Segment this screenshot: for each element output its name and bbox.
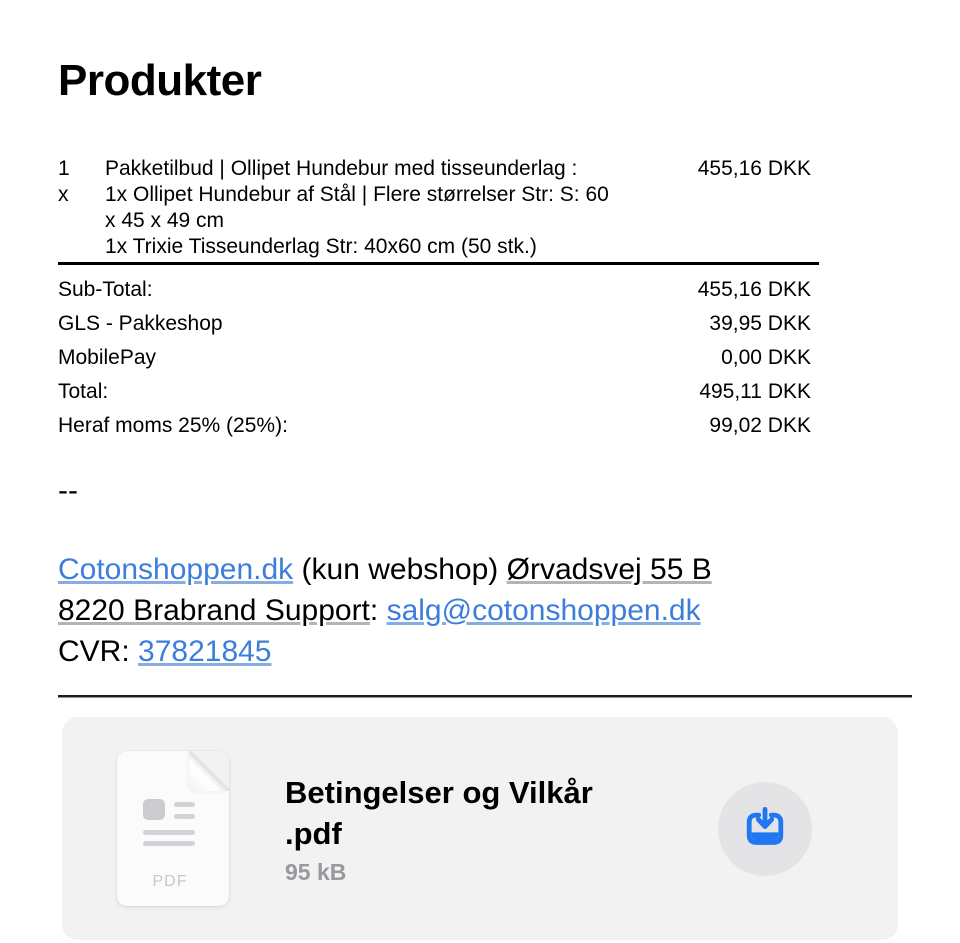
attachment-title: Betingelser og Vilkår .pdf <box>285 772 593 854</box>
attachment-title-line: .pdf <box>285 815 342 851</box>
email-link[interactable]: salg@cotonshoppen.dk <box>386 594 701 627</box>
attachment-title-line: Betingelser og Vilkår <box>285 774 593 810</box>
quantity-value: 1 <box>58 157 70 180</box>
pdf-type-label: PDF <box>152 873 188 890</box>
payment-method-row: MobilePay 0,00 DKK <box>58 341 819 375</box>
total-amount: 495,11 DKK <box>699 380 811 403</box>
description-line: x 45 x 49 cm <box>105 209 225 232</box>
pdf-text-line <box>143 841 195 846</box>
vat-amount: 99,02 DKK <box>709 414 811 437</box>
products-table: 1 x Pakketilbud | Ollipet Hundebur med t… <box>58 156 819 265</box>
attachment-size: 95 kB <box>285 858 347 885</box>
subtotal-amount: 455,16 DKK <box>697 278 811 301</box>
address-link[interactable]: 8220 Brabrand Support <box>58 594 370 627</box>
page-fold-corner <box>189 751 229 791</box>
download-button[interactable] <box>718 781 812 876</box>
total-label: Total: <box>58 380 109 403</box>
product-quantity: 1 x <box>58 156 105 260</box>
pdf-text-line <box>174 814 195 819</box>
signature-text: (kun webshop) <box>293 553 507 586</box>
attachment-card[interactable]: PDF Betingelser og Vilkår .pdf 95 kB <box>62 717 898 940</box>
quantity-x: x <box>58 183 69 206</box>
cvr-link[interactable]: 37821845 <box>138 635 272 668</box>
products-heading: Produkter <box>58 56 262 105</box>
total-row: Total: 495,11 DKK <box>58 375 819 409</box>
signature-text: CVR: <box>58 635 139 668</box>
signature-text: : <box>369 594 387 627</box>
product-amount: 455,16 DKK <box>697 157 811 180</box>
shipping-row: GLS - Pakkeshop 39,95 DKK <box>58 307 819 341</box>
vat-label: Heraf moms 25% (25%): <box>58 414 288 437</box>
signature-divider <box>58 695 912 698</box>
attachment-info: Betingelser og Vilkår .pdf 95 kB <box>285 772 593 886</box>
description-line: 1x Ollipet Hundebur af Stål | Flere stør… <box>105 183 609 206</box>
signature-line: CVR: 37821845 <box>58 631 960 672</box>
signature-line: 8220 Brabrand Support: salg@cotonshoppen… <box>58 590 960 631</box>
payment-method-label: MobilePay <box>58 346 157 369</box>
product-row: 1 x Pakketilbud | Ollipet Hundebur med t… <box>58 156 819 260</box>
totals-table: Sub-Total: 455,16 DKK GLS - Pakkeshop 39… <box>58 265 819 443</box>
shop-link[interactable]: Cotonshoppen.dk <box>58 553 294 586</box>
subtotal-row: Sub-Total: 455,16 DKK <box>58 273 819 307</box>
download-tray-icon <box>746 806 784 845</box>
pdf-text-line <box>174 802 195 807</box>
subtotal-label: Sub-Total: <box>58 278 153 301</box>
signature-delimiter: -- <box>58 474 78 507</box>
shipping-label: GLS - Pakkeshop <box>58 312 223 335</box>
description-line: Pakketilbud | Ollipet Hundebur med tisse… <box>105 157 578 180</box>
pdf-text-line <box>143 830 195 835</box>
pdf-thumbnail-block <box>143 799 165 820</box>
pdf-file-icon: PDF <box>117 751 229 906</box>
signature-block: Cotonshoppen.dk (kun webshop) Ørvadsvej … <box>58 549 960 672</box>
signature-line: Cotonshoppen.dk (kun webshop) Ørvadsvej … <box>58 549 960 590</box>
payment-method-amount: 0,00 DKK <box>721 346 811 369</box>
description-line: 1x Trixie Tisseunderlag Str: 40x60 cm (5… <box>105 235 537 258</box>
shipping-amount: 39,95 DKK <box>709 312 811 335</box>
vat-row: Heraf moms 25% (25%): 99,02 DKK <box>58 409 819 443</box>
address-link[interactable]: Ørvadsvej 55 B <box>506 553 712 586</box>
product-description: Pakketilbud | Ollipet Hundebur med tisse… <box>105 156 651 260</box>
